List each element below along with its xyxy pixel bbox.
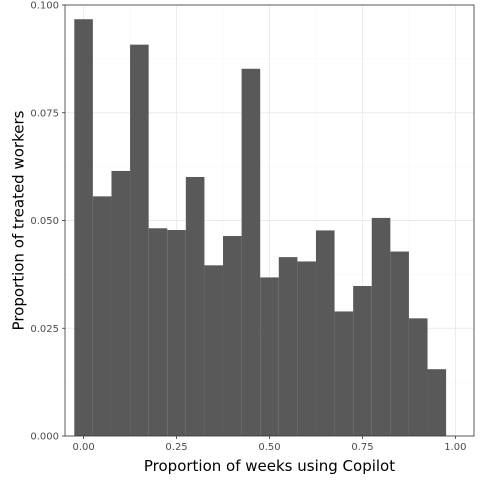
histogram-bar: [185, 176, 205, 436]
histogram-bar: [74, 19, 93, 437]
histogram-bar: [223, 236, 242, 436]
histogram-bar: [148, 228, 168, 436]
histogram-bar: [92, 196, 112, 436]
histogram-bar: [241, 68, 261, 437]
histogram-bar: [204, 265, 224, 436]
histogram-bar: [334, 311, 354, 436]
x-tick-label: 0.25: [165, 442, 187, 453]
histogram-bar: [408, 318, 428, 436]
y-tick-label: 0.025: [30, 324, 59, 335]
histogram-bar: [297, 261, 316, 436]
histogram-bar: [130, 44, 149, 436]
y-tick-label: 0.100: [30, 1, 59, 12]
y-tick-label: 0.075: [30, 108, 59, 119]
histogram-bar: [371, 217, 391, 436]
histogram-bar: [353, 286, 372, 436]
histogram-bar: [278, 257, 298, 436]
histogram-bars: [74, 19, 447, 437]
x-tick-label: 0.50: [258, 442, 280, 453]
x-tick-label: 0.75: [351, 442, 373, 453]
y-tick-label: 0.050: [30, 216, 59, 227]
histogram-bar: [390, 251, 409, 436]
x-tick-label: 1.00: [444, 442, 466, 453]
x-tick-label: 0.00: [72, 442, 94, 453]
histogram-bar: [167, 229, 186, 436]
y-tick-label: 0.000: [30, 432, 59, 443]
histogram-bar: [260, 277, 279, 436]
histogram-bar: [427, 369, 447, 436]
histogram-bar: [111, 170, 131, 436]
histogram-bar: [315, 230, 335, 436]
x-axis-title: Proportion of weeks using Copilot: [144, 457, 395, 475]
axis-ticks: 0.00 0.25 0.50 0.75 1.00 0.000 0.025 0.050 0.075…: [30, 1, 466, 454]
y-axis-title: Proportion of treated workers: [9, 110, 27, 330]
